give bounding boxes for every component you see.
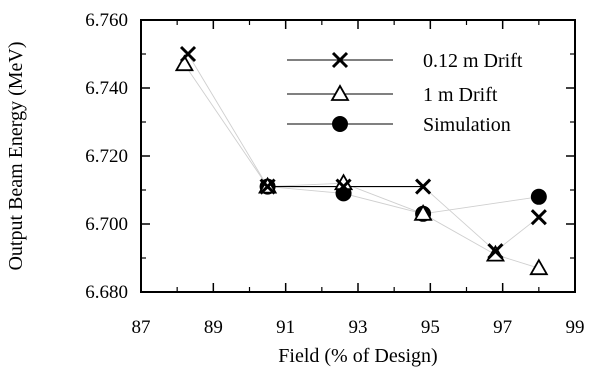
x-tick-label: 95 [421, 317, 440, 338]
marker-x-point-stroke-b [335, 178, 352, 195]
marker-triangle-point [413, 203, 433, 221]
x-axis-title: Field (% of Design) [278, 345, 437, 367]
x-tick-label: 89 [204, 317, 223, 338]
x-tick-label: 93 [349, 317, 368, 338]
data-markers [174, 45, 549, 276]
marker-x-point-stroke-b [415, 178, 432, 195]
marker-x-point [487, 243, 504, 260]
marker-x-point-stroke-b [530, 209, 547, 226]
legend-label: 1 m Drift [423, 84, 498, 106]
x-tick-label: 87 [132, 317, 151, 338]
marker-x-point-stroke-b [179, 45, 197, 63]
y-tick-label: 6.760 [85, 10, 128, 31]
x-tick-label: 99 [566, 317, 585, 338]
legend: 0.12 m Drift 1 m Drift Simulation [287, 50, 523, 136]
y-tick-labels: 6.680 6.700 6.720 6.740 6.760 [85, 10, 128, 303]
marker-x-point-stroke-b [487, 243, 504, 260]
marker-triangle-point [529, 258, 549, 276]
legend-marker-x [331, 51, 349, 69]
x-tick-label: 97 [493, 317, 512, 338]
marker-x-point [335, 178, 352, 195]
marker-x-point [259, 178, 276, 195]
marker-x-point-stroke-b [259, 178, 276, 195]
y-tick-label: 6.740 [85, 78, 128, 99]
marker-x-point [415, 178, 432, 195]
marker-triangle-point [174, 54, 194, 72]
series-line-2 [267, 186, 539, 215]
legend-marker-circle [332, 116, 348, 132]
y-tick-label: 6.680 [85, 282, 128, 303]
legend-marker-triangle [330, 84, 350, 101]
y-tick-label: 6.700 [85, 214, 128, 235]
legend-marker-x-stroke-b [331, 51, 349, 69]
marker-circle-point [530, 188, 547, 205]
marker-x-point [179, 45, 197, 63]
axis-ticks [140, 19, 576, 293]
legend-label: Simulation [423, 114, 511, 136]
x-tick-labels: 87 89 91 93 95 97 99 [132, 317, 585, 338]
marker-x-point [530, 209, 547, 226]
legend-label: 0.12 m Drift [423, 50, 523, 72]
x-tick-label: 91 [276, 317, 295, 338]
y-axis-title: Output Beam Energy (MeV) [5, 41, 27, 270]
y-tick-label: 6.720 [85, 146, 128, 167]
